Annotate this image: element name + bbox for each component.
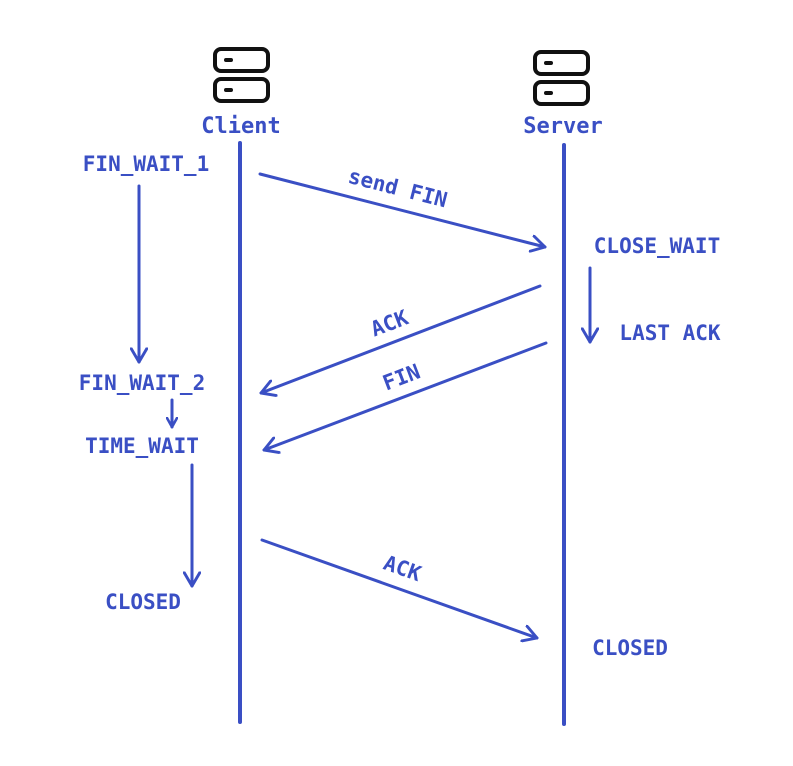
state-fin-wait-1: FIN_WAIT_1 (83, 152, 209, 176)
state-server-closed: CLOSED (592, 636, 668, 660)
message-fin-label: FIN (379, 359, 423, 395)
message-ack-1-label: ACK (367, 305, 411, 341)
server-label: Server (523, 114, 602, 139)
message-ack-1-arrow (259, 284, 542, 393)
message-send-fin-label: send FIN (346, 164, 450, 212)
server-server-icon (533, 50, 590, 106)
state-last-ack: LAST ACK (619, 321, 721, 345)
state-time-wait: TIME_WAIT (85, 434, 199, 458)
state-fin-wait-2: FIN_WAIT_2 (79, 371, 205, 395)
client-server-icon (213, 47, 270, 103)
message-send-fin-arrow (258, 172, 547, 247)
message-ack-2-arrow (260, 538, 539, 638)
message-ack-2-label: ACK (380, 551, 424, 586)
client-label: Client (201, 114, 280, 139)
state-close-wait: CLOSE_WAIT (594, 234, 720, 258)
state-client-closed: CLOSED (105, 590, 181, 614)
message-fin-arrow (262, 341, 548, 450)
